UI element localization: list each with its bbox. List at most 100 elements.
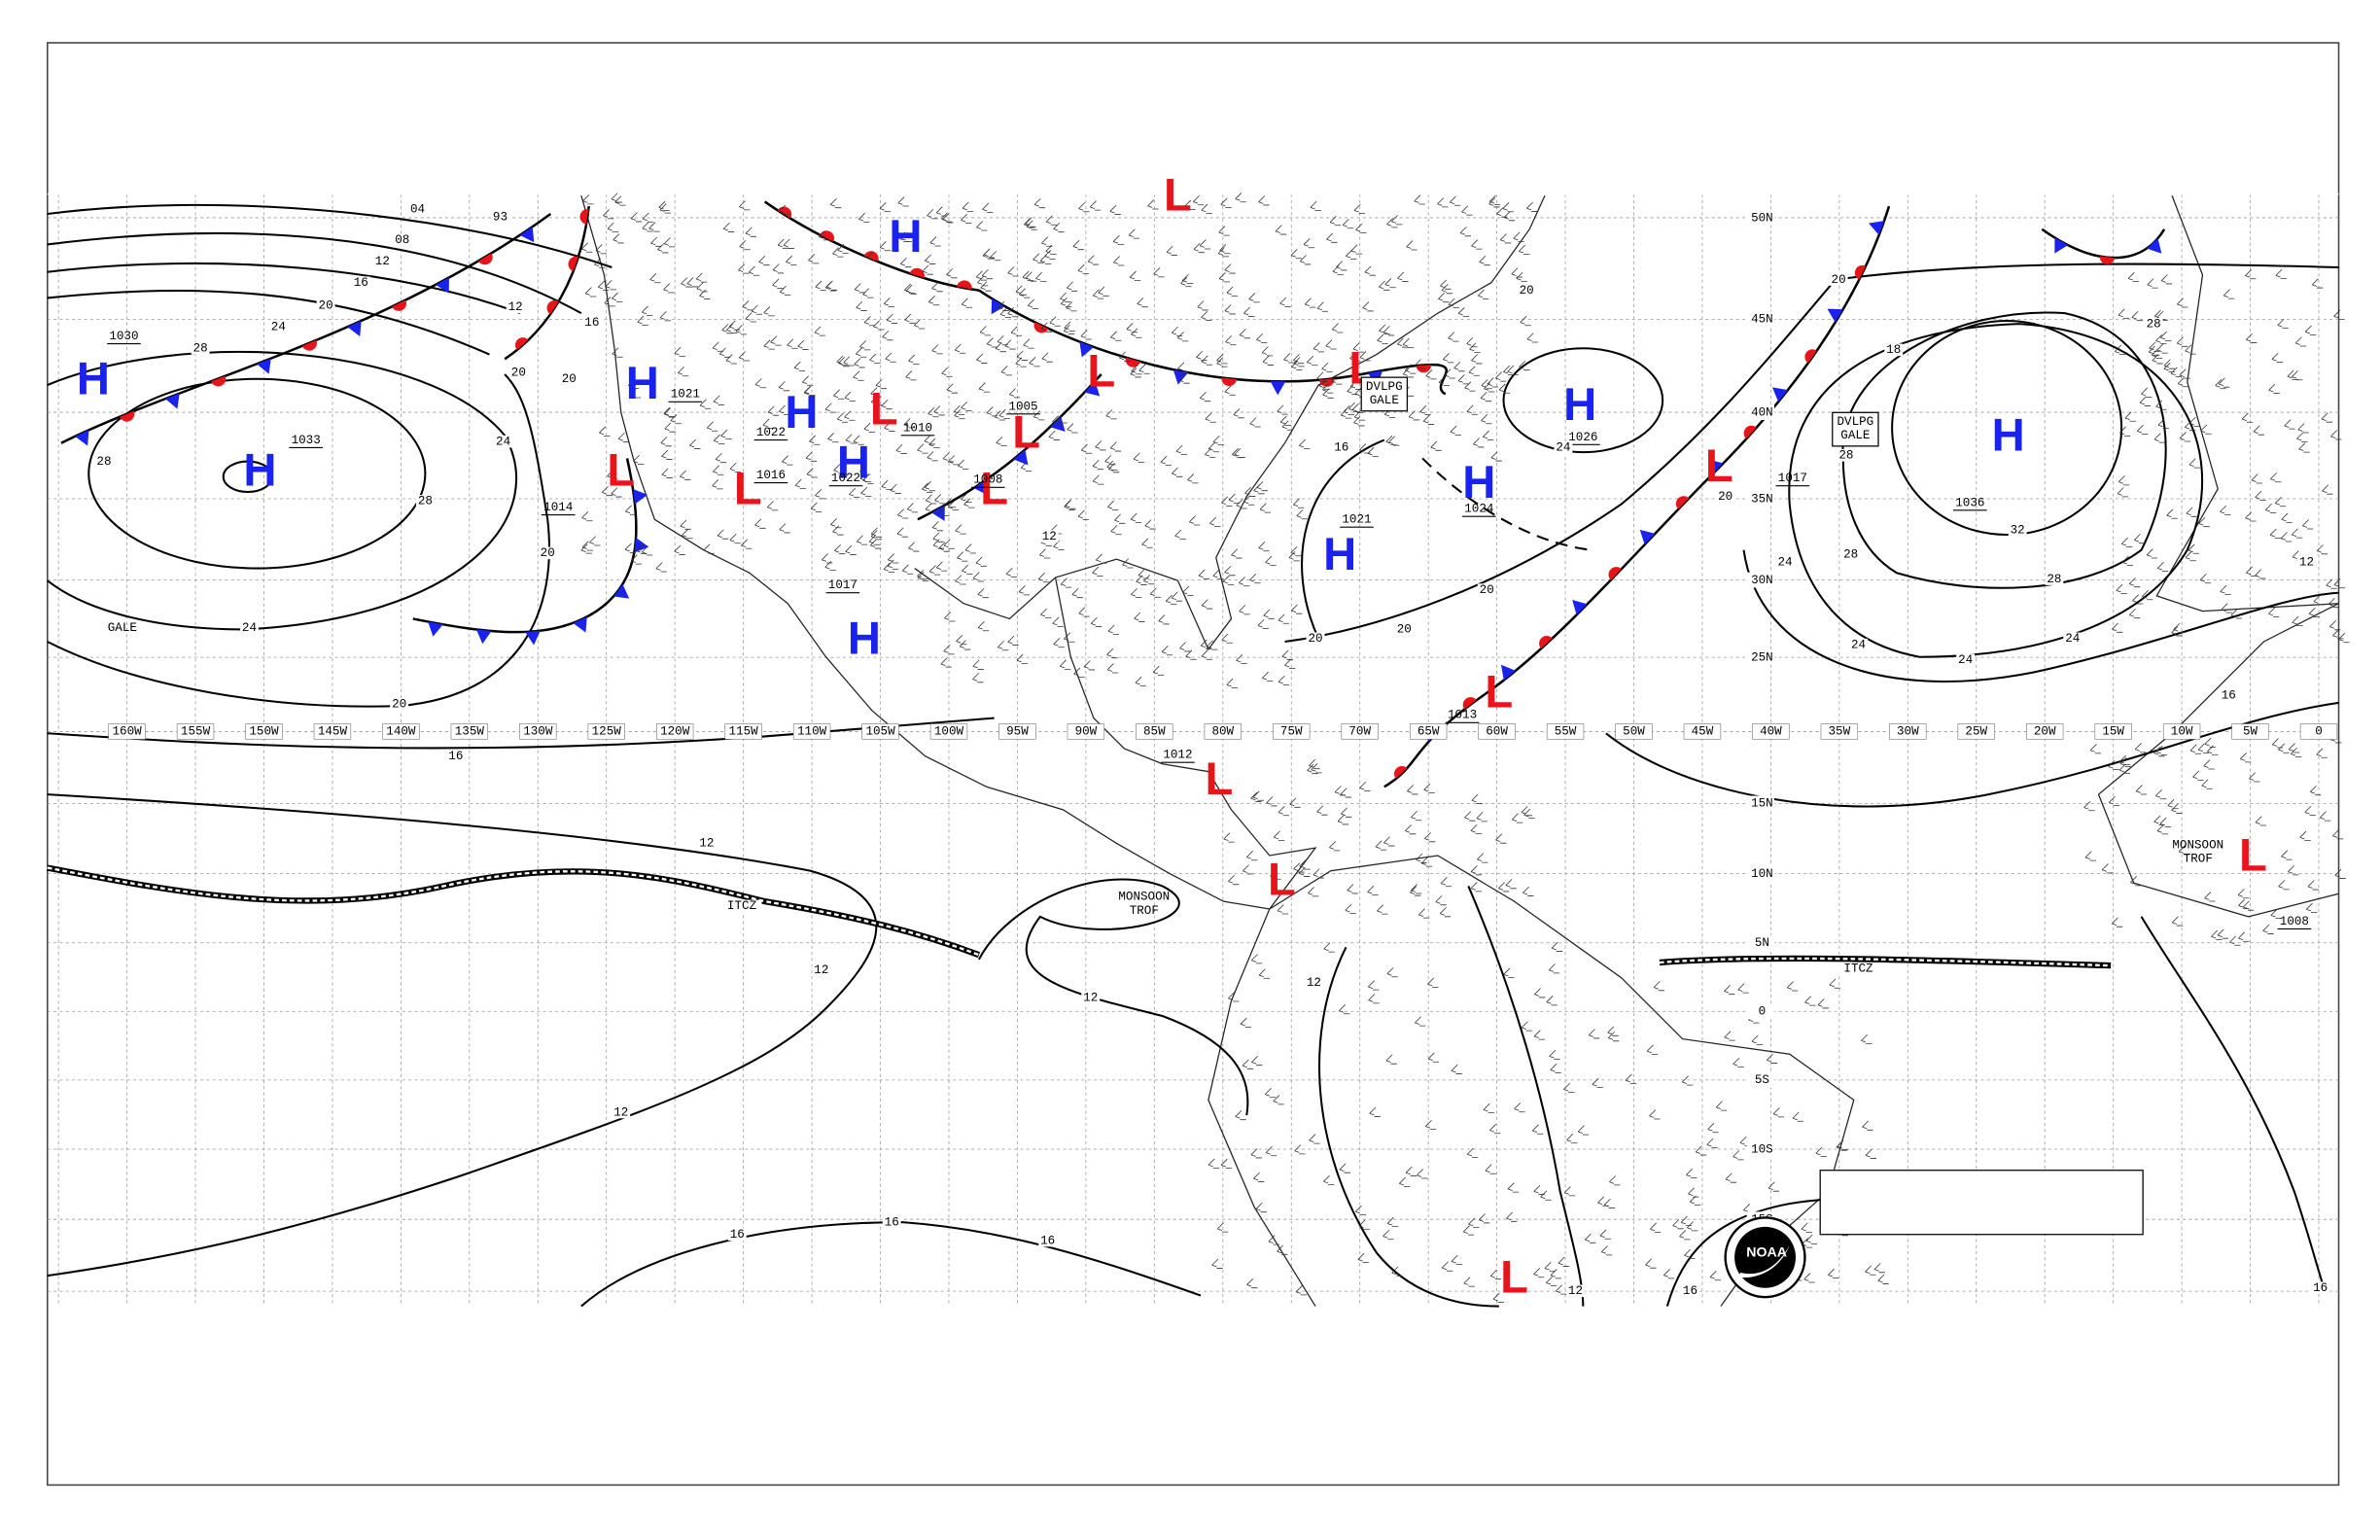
station-plot [908, 542, 920, 552]
station-plot [1607, 1032, 1620, 1042]
itcz-label: ITCZ [1843, 962, 1873, 976]
station-plot [2199, 574, 2212, 584]
station-plot [738, 351, 751, 362]
station-plot [584, 287, 597, 298]
station-plot [1048, 430, 1060, 440]
station-plot [1507, 1182, 1520, 1193]
warm-front-pip [863, 251, 879, 262]
station-plot [924, 481, 936, 492]
station-plot [862, 288, 874, 298]
isobar-label: 20 [319, 299, 333, 313]
monsoon-trough-label: MONSOON [1118, 891, 1170, 904]
station-plot [940, 212, 953, 223]
longitude-label-box [1546, 723, 1585, 740]
station-plot [1060, 292, 1071, 302]
station-plot [2117, 487, 2129, 498]
isobar-label-bg [1304, 976, 1323, 989]
station-plot [1549, 1049, 1560, 1061]
cold-front-pip [930, 505, 945, 521]
station-plot [1468, 366, 1480, 376]
latitude-label: 5N [1755, 936, 1769, 950]
station-plot [2220, 584, 2231, 596]
isobar-label: 12 [508, 300, 523, 314]
station-plot [1277, 904, 1289, 915]
station-plot [998, 300, 1009, 311]
station-plot [1040, 608, 1052, 618]
station-plot [922, 482, 933, 493]
station-plot [1442, 353, 1454, 364]
station-plot [2155, 333, 2167, 345]
low-pressure-center: L [870, 383, 898, 435]
station-plot [1312, 868, 1324, 879]
station-plot [990, 251, 1001, 262]
station-plot [641, 545, 653, 556]
station-plot [1645, 1258, 1657, 1269]
station-plot [1092, 566, 1103, 577]
station-plot [614, 195, 626, 206]
station-plot [2147, 278, 2158, 289]
station-plot [1198, 569, 1209, 579]
station-plot [1130, 368, 1141, 378]
cold-front-pip [2146, 237, 2162, 254]
longitude-label: 45W [1692, 725, 1714, 739]
station-plot [1485, 1164, 1496, 1174]
isobar-label-bg [1837, 449, 1856, 462]
station-plot [1223, 832, 1235, 843]
station-plot [1053, 638, 1065, 648]
station-plot [924, 435, 935, 445]
station-plot [1367, 446, 1379, 457]
latitude-label-box [1746, 572, 1774, 588]
station-plot [680, 470, 691, 480]
station-plot [605, 280, 616, 291]
station-plot [664, 422, 676, 433]
isobar-label-bg [191, 342, 210, 355]
station-plot [1420, 857, 1433, 867]
station-plot [929, 236, 941, 247]
station-plot [2296, 432, 2308, 442]
isobar-label-bg [2063, 632, 2082, 646]
station-plot [2179, 368, 2190, 379]
isobar-label: 16 [448, 750, 463, 763]
station-plot [1477, 289, 1489, 299]
station-plot [1009, 388, 1021, 399]
station-plot [1007, 266, 1019, 277]
station-plot [1291, 604, 1303, 614]
station-plot [1010, 326, 1023, 336]
station-plot [938, 506, 950, 516]
station-plot [1563, 1186, 1576, 1197]
station-plot [2333, 309, 2345, 320]
station-plot [1424, 1119, 1437, 1131]
station-plot [978, 382, 991, 393]
station-plot [917, 443, 928, 454]
station-plot [2308, 607, 2321, 617]
high-pressure-center: H [1462, 456, 1495, 508]
station-plot [2268, 383, 2280, 394]
coastline [1054, 577, 1317, 910]
station-plot [1225, 335, 1237, 346]
station-plot [1283, 353, 1295, 364]
station-plot [1379, 280, 1390, 291]
station-plot [1533, 1268, 1545, 1278]
isobar-label: 12 [1083, 991, 1098, 1004]
station-plot [603, 209, 614, 220]
station-plot [1427, 977, 1439, 988]
station-plot [1019, 288, 1031, 298]
station-plot [641, 305, 653, 316]
isobar-label-bg [812, 963, 831, 977]
station-plot [1106, 663, 1119, 674]
gale-label: GALE [108, 621, 137, 635]
station-plot [1437, 197, 1449, 208]
station-plot [897, 196, 909, 207]
cold-front-pip [165, 393, 180, 409]
itcz [1659, 955, 2112, 969]
station-plot [1663, 1269, 1675, 1279]
longitude-label: 25W [1965, 725, 1987, 739]
station-plot [717, 529, 729, 540]
station-plots [580, 192, 2350, 1303]
station-plot [1407, 785, 1418, 795]
isobar [47, 290, 490, 356]
central-pressure: 1012 [1163, 749, 1192, 762]
station-plot [887, 559, 899, 570]
cold-front-pip [1572, 599, 1588, 615]
station-plot [1463, 1277, 1475, 1287]
